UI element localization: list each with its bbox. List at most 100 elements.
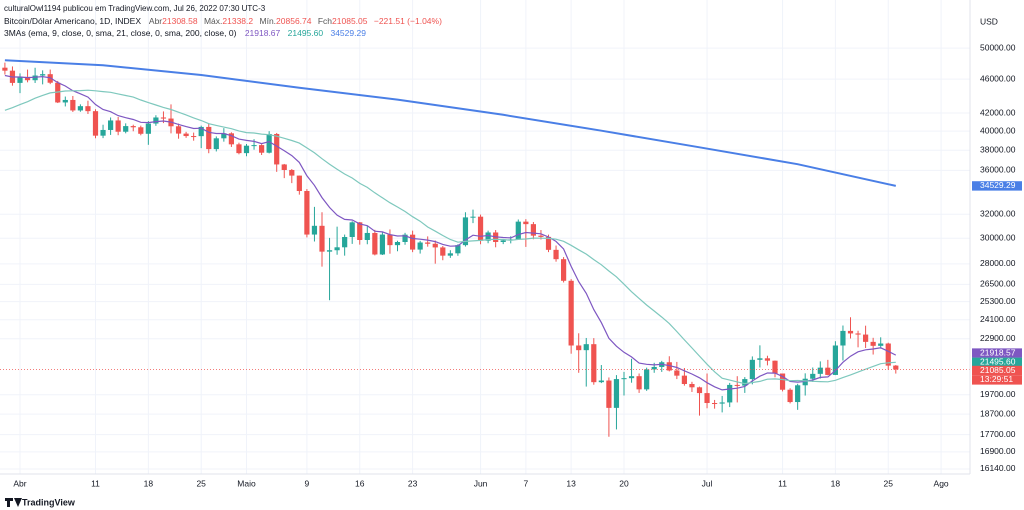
- candle-body: [447, 253, 453, 256]
- candle-body: [681, 375, 687, 384]
- candle-body: [825, 367, 831, 375]
- candle-body: [734, 384, 740, 386]
- y-tick-label: 40000.00: [980, 125, 1016, 135]
- candle-body: [870, 341, 876, 346]
- ohlc-label: Abr: [149, 16, 162, 26]
- candle-body: [175, 126, 182, 134]
- x-tick-label: 25: [884, 478, 894, 488]
- ma-line: [4, 74, 897, 391]
- y-tick-label: 32000.00: [980, 208, 1016, 218]
- candle-body: [787, 389, 793, 403]
- candle-body: [40, 74, 46, 76]
- candle-body: [749, 359, 755, 380]
- symbol-legend: Bitcoin/Dólar Americano, 1D, INDEX Abr 21…: [4, 16, 442, 26]
- countdown-label-box: [972, 375, 1022, 385]
- ohlc-label: Máx.: [204, 16, 222, 26]
- candle-body: [530, 224, 536, 236]
- y-tick-label: 50000.00: [980, 42, 1016, 52]
- candle-body: [764, 358, 771, 361]
- ma-value: 34529.29: [330, 28, 366, 38]
- last-price-label: 21085.05: [980, 365, 1016, 375]
- candle-body: [183, 133, 189, 137]
- y-tick-label: 26500.00: [980, 279, 1016, 289]
- candle-body: [17, 76, 23, 83]
- ma-price-label-box: [972, 348, 1022, 358]
- candle-body: [893, 365, 899, 370]
- x-tick-label: 9: [305, 478, 310, 488]
- candle-body: [500, 240, 506, 242]
- candle-body: [553, 249, 559, 260]
- candle-body: [772, 360, 778, 374]
- x-tick-label: 18: [831, 478, 841, 488]
- candle-body: [251, 145, 257, 147]
- candle-body: [636, 376, 642, 390]
- candle-body: [598, 380, 604, 383]
- candle-body: [115, 120, 121, 132]
- x-tick-label: 13: [566, 478, 576, 488]
- ohlc-label: Mín.: [260, 16, 277, 26]
- ohlc-value: 21085.05: [332, 16, 368, 26]
- candle-body: [92, 111, 99, 136]
- y-tick-label: 24100.00: [980, 314, 1016, 324]
- candle-body: [259, 145, 265, 153]
- candle-body: [885, 343, 891, 366]
- candle-body: [847, 330, 854, 334]
- x-tick-label: Ago: [934, 478, 949, 488]
- candle-body: [191, 136, 197, 138]
- candle-body: [704, 393, 710, 404]
- brand-logo: TradingView: [5, 497, 76, 507]
- ohlc-value: 20856.74: [276, 16, 312, 26]
- candle-body: [727, 384, 733, 403]
- candle-body: [326, 250, 333, 252]
- candle-body: [432, 243, 438, 248]
- candle-body: [130, 126, 136, 128]
- candle-body: [387, 234, 393, 246]
- x-tick-label: Maio: [237, 478, 256, 488]
- candle-body: [651, 366, 657, 370]
- x-tick-label: Jun: [474, 478, 488, 488]
- y-tick-label: 17700.00: [980, 429, 1016, 439]
- candle-body: [485, 232, 491, 241]
- candle-body: [561, 259, 567, 281]
- candle-body: [364, 232, 370, 240]
- logo-icon: [5, 498, 22, 507]
- ohlc-label: Fch: [318, 16, 332, 26]
- candle-body: [742, 379, 748, 386]
- last-price-label-box: [972, 365, 1022, 376]
- candle-body: [621, 378, 627, 380]
- x-tick-label: 7: [523, 478, 528, 488]
- axes: 50000.00 46000.00 42000.00 40000.00 38000.00…: [0, 0, 1022, 488]
- candle-body: [576, 345, 582, 351]
- publisher: culturalOwl1194 publicou em TradingView.…: [4, 4, 266, 13]
- candle-body: [628, 376, 635, 379]
- candle-body: [342, 237, 348, 248]
- candle-body: [402, 234, 408, 242]
- candle-body: [613, 379, 620, 408]
- candle-body: [417, 242, 423, 250]
- candle-body: [455, 245, 461, 254]
- candle-body: [817, 367, 823, 374]
- candle-body: [795, 385, 801, 403]
- candle-body: [470, 216, 476, 218]
- candle-body: [319, 225, 325, 252]
- x-tick-label: 18: [144, 478, 154, 488]
- symbol: Bitcoin/Dólar Americano, 1D, INDEX: [4, 16, 141, 26]
- candle-body: [779, 373, 786, 390]
- y-tick-label: 30000.00: [980, 233, 1016, 243]
- candle-body: [198, 126, 204, 137]
- y-tick-label: 16900.00: [980, 446, 1016, 456]
- candle-body: [100, 129, 106, 136]
- brand-name: TradingView: [22, 497, 76, 507]
- candle-body: [266, 133, 272, 153]
- candle-body: [145, 123, 151, 134]
- x-tick-label: Abr: [13, 478, 26, 488]
- candle-body: [583, 344, 589, 351]
- candle-body: [153, 117, 159, 124]
- candle-body: [440, 247, 446, 256]
- ma-value: 21918.67: [245, 28, 281, 38]
- countdown-label: 13:29:51: [980, 374, 1013, 384]
- y-tick-label: 42000.00: [980, 107, 1016, 117]
- x-tick-label: 25: [196, 478, 206, 488]
- candle-body: [24, 76, 31, 81]
- candle-body: [206, 126, 212, 150]
